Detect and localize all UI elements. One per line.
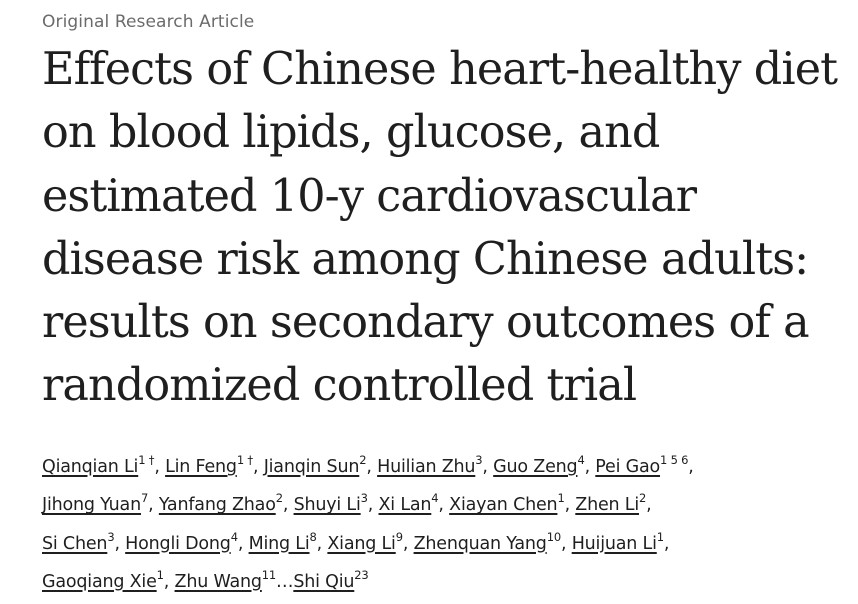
article-type-label: Original Research Article [42, 12, 255, 32]
author-link[interactable]: Ming Li [248, 533, 310, 554]
author-affiliation-sup: 2 [275, 491, 283, 506]
author-link[interactable]: Jianqin Sun [263, 457, 360, 477]
author-affiliation-sup: 1 [156, 567, 164, 582]
author-separator: , [237, 533, 249, 554]
author-link[interactable]: Shuyi Li [293, 495, 361, 516]
author-separator: , [564, 495, 576, 516]
author-separator: , [114, 533, 126, 554]
author-link[interactable]: Huilian Zhu [377, 457, 476, 477]
author-affiliation-sup: 3 [475, 453, 483, 467]
author-separator: , [646, 495, 652, 516]
author-affiliation-sup: 4 [230, 529, 238, 544]
author-affiliation-sup: 1 [557, 491, 565, 506]
author-separator: , [560, 533, 572, 554]
author-separator: , [148, 495, 159, 516]
author-affiliation-sup: 23 [354, 567, 369, 582]
title-line: estimated 10-y cardiovascular [42, 170, 697, 222]
author-link[interactable]: Lin Feng [165, 457, 237, 477]
author-affiliation-sup: 1 † [138, 453, 155, 467]
author-affiliation-sup: 4 [577, 453, 585, 467]
author-affiliation-sup: 11 [261, 567, 277, 582]
article-title: Effects of Chinese heart-healthy diet on… [42, 38, 854, 418]
author-link[interactable]: Shi Qiu [293, 571, 355, 592]
author-link[interactable]: Xi Lan [378, 495, 432, 516]
author-affiliation-sup: 7 [140, 491, 149, 506]
title-line: disease risk among Chinese adults: [42, 233, 809, 285]
author-list-line: Jihong Yuan7, Yanfang Zhao2, Shuyi Li3, … [42, 486, 854, 524]
author-affiliation-sup: 3 [360, 491, 368, 506]
author-affiliation-sup: 3 [107, 529, 115, 544]
author-separator: , [688, 457, 694, 477]
author-link[interactable]: Jihong Yuan [42, 495, 141, 516]
author-link[interactable]: Qianqian Li [42, 457, 139, 477]
author-link[interactable]: Pei Gao [595, 457, 661, 477]
author-link[interactable]: Zhen Li [575, 495, 640, 516]
author-link[interactable]: Gaoqiang Xie [42, 571, 157, 592]
title-line: results on secondary outcomes of a [42, 297, 810, 349]
author-affiliation-sup: 1 5 6 [660, 453, 689, 467]
author-separator: , [154, 457, 166, 477]
author-affiliation-sup: 9 [395, 529, 403, 544]
author-separator: , [163, 571, 175, 592]
author-link[interactable]: Guo Zeng [493, 457, 578, 477]
author-link[interactable]: Si Chen [42, 533, 108, 554]
author-list: Qianqian Li1 †, Lin Feng1 †, Jianqin Sun… [42, 448, 854, 601]
title-line: Effects of Chinese heart-healthy diet [42, 44, 838, 95]
author-separator: , [282, 495, 294, 516]
author-list-line: Gaoqiang Xie1, Zhu Wang11…Shi Qiu23 [42, 563, 854, 601]
author-link[interactable]: Yanfang Zhao [158, 495, 276, 516]
title-line: on blood lipids, glucose, and [42, 107, 660, 159]
title-line: randomized controlled trial [42, 360, 637, 412]
author-affiliation-sup: 1 [656, 529, 664, 544]
author-link[interactable]: Zhenquan Yang [413, 533, 547, 554]
author-separator: , [402, 533, 414, 554]
author-link[interactable]: Zhu Wang [174, 571, 262, 592]
author-link[interactable]: Xiang Li [327, 533, 396, 554]
author-separator: … [276, 571, 294, 592]
author-affiliation-sup: 8 [309, 529, 317, 544]
author-link[interactable]: Xiayan Chen [449, 495, 558, 516]
author-affiliation-sup: 1 † [236, 453, 253, 467]
author-separator: , [367, 495, 379, 516]
author-affiliation-sup: 2 [639, 491, 647, 506]
author-list-line: Qianqian Li1 †, Lin Feng1 †, Jianqin Sun… [42, 448, 854, 486]
author-separator: , [316, 533, 328, 554]
author-affiliation-sup: 4 [431, 491, 439, 506]
author-separator: , [584, 457, 596, 477]
author-list-line: Si Chen3, Hongli Dong4, Ming Li8, Xiang … [42, 525, 854, 563]
author-separator: , [482, 457, 494, 477]
author-link[interactable]: Huijuan Li [571, 533, 657, 554]
author-separator: , [252, 457, 264, 477]
author-affiliation-sup: 2 [359, 453, 367, 467]
author-separator: , [663, 533, 670, 554]
author-separator: , [438, 495, 450, 516]
author-affiliation-sup: 10 [546, 529, 561, 544]
author-link[interactable]: Hongli Dong [125, 533, 231, 554]
author-separator: , [366, 457, 378, 477]
